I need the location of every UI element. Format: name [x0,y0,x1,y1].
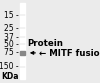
Text: Protein: Protein [28,39,64,48]
Text: 15 -: 15 - [4,11,19,20]
Bar [20,51,25,55]
Text: 50 -: 50 - [4,40,19,49]
Text: 25 -: 25 - [4,24,19,33]
Text: KDa: KDa [1,72,19,82]
Bar [20,3,25,79]
Text: 75 -: 75 - [4,48,19,57]
Text: 150 -: 150 - [0,62,19,71]
Text: 37 -: 37 - [4,33,19,42]
Text: ← MITF fusion: ← MITF fusion [39,49,100,58]
